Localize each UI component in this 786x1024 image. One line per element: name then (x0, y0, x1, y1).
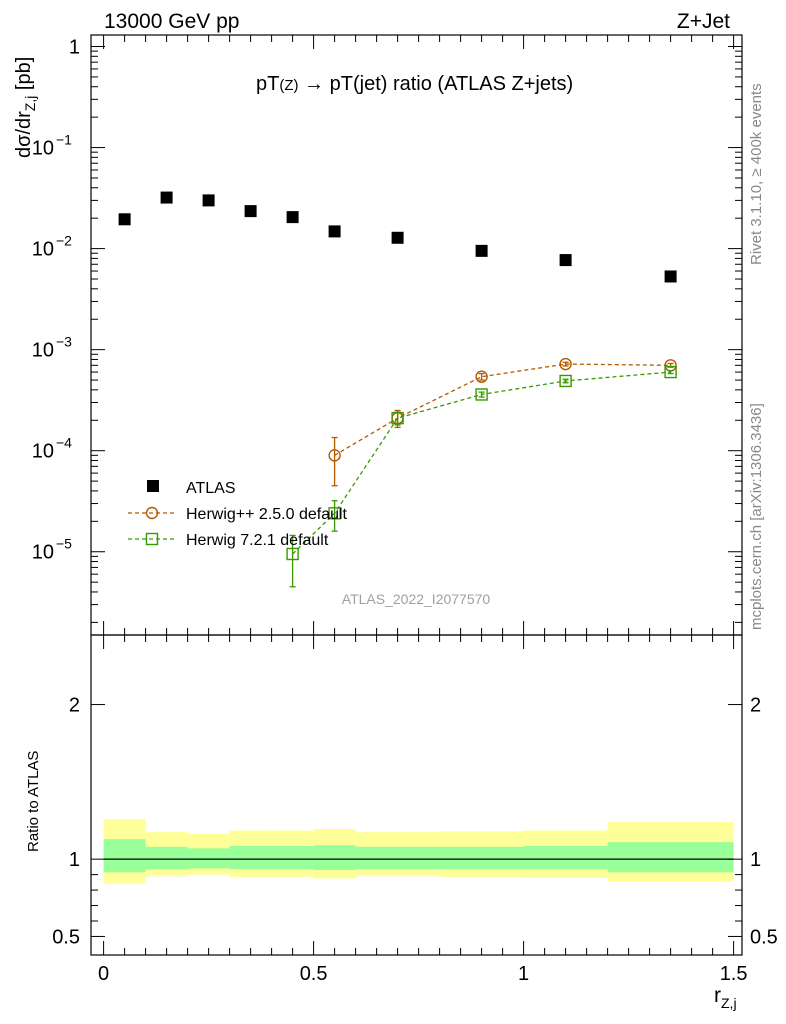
ratio-y-tick-label: 2 (69, 695, 80, 717)
plot-title: pT(Z) → pT(jet) ratio (ATLAS Z+jets) (256, 73, 573, 95)
x-tick-label: 1.5 (720, 963, 748, 985)
herwigpp-point (475, 370, 488, 383)
ratio-stat-band-2 (187, 848, 230, 869)
legend-atlas-marker (147, 480, 159, 492)
ratio-axis-ticks: 0.5 0.5 1 1 2 2 (52, 695, 778, 949)
main-axis-ticks: 110−110−210−310−410−5 (32, 37, 742, 623)
atlas-point (559, 254, 572, 267)
legend-atlas-label: ATLAS (186, 480, 236, 497)
atlas-point (328, 225, 341, 238)
main-y-tick-exponent: −5 (56, 536, 72, 552)
atlas-point (244, 205, 257, 218)
legend-herwigpp-label: Herwig++ 2.5.0 default (186, 506, 348, 523)
atlas-point (286, 211, 299, 224)
analysis-watermark: ATLAS_2022_I2077570 (342, 591, 491, 607)
x-tick-label: 1 (518, 963, 529, 985)
main-y-tick-label: 10 (32, 138, 54, 160)
ratio-stat-band-9 (607, 842, 734, 873)
ratio-y-axis-label: Ratio to ATLAS (25, 751, 42, 852)
ratio-stat-band-6 (355, 846, 440, 870)
atlas-point (475, 244, 488, 257)
x-axis-label: rZ,j (714, 984, 737, 1011)
series-layer (118, 191, 677, 588)
herwigpp-point (328, 449, 341, 462)
herwig7-point (664, 365, 677, 379)
ratio-stat-band-1 (145, 846, 188, 870)
atlas-point (391, 231, 404, 244)
rivet-version-text: Rivet 3.1.10, ≥ 400k events (748, 83, 765, 265)
main-y-tick-label: 10 (32, 340, 54, 362)
main-y-tick-label: 10 (32, 239, 54, 261)
ratio-stat-band-7 (439, 846, 524, 870)
legend-herwigpp-marker (145, 506, 159, 520)
herwig7-point (328, 507, 341, 520)
main-y-tick-exponent: −2 (56, 233, 72, 249)
ratio-plot-frame (90, 634, 743, 956)
main-y-tick-label: 10 (32, 441, 54, 463)
series-line-1 (334, 363, 671, 456)
atlas-point (202, 194, 215, 207)
ratio-stat-band-0 (103, 839, 146, 873)
x-tick-label: 0 (98, 963, 109, 985)
atlas-point (664, 270, 677, 283)
ratio-stat-band-8 (523, 846, 608, 870)
x-tick-label: 0.5 (300, 963, 328, 985)
ratio-stat-band-5 (313, 845, 356, 870)
ratio-y-tick-label-right: 2 (750, 695, 761, 717)
mcplots-citation-text: mcplots.cern.ch [arXiv:1306.3436] (748, 403, 765, 630)
herwigpp-point (559, 357, 572, 371)
main-y-tick-label: 10 (32, 542, 54, 564)
ratio-stat-band-3 (229, 846, 272, 870)
ratio-y-tick-label-right: 0.5 (750, 926, 778, 948)
ratio-y-tick-label-right: 1 (750, 849, 761, 871)
header-left: 13000 GeV pp (104, 10, 239, 33)
x-axis-ticks: 0 0.5 1 1.5 (98, 35, 748, 985)
header-right: Z+Jet (677, 10, 730, 33)
atlas-point (118, 213, 131, 226)
legend-herwig7-marker (145, 532, 159, 546)
main-y-tick-exponent: −1 (56, 132, 72, 148)
legend: ATLAS Herwig++ 2.5.0 default Herwig 7.2.… (128, 480, 348, 549)
legend-herwig7-label: Herwig 7.2.1 default (186, 532, 329, 549)
main-y-tick-label: 1 (69, 37, 80, 59)
atlas-point (160, 191, 173, 204)
herwig7-point (475, 388, 488, 401)
main-y-tick-exponent: −3 (56, 334, 72, 350)
ratio-stat-band-4 (271, 846, 314, 870)
ratio-y-tick-label: 1 (69, 849, 80, 871)
herwig7-point (391, 411, 404, 425)
main-y-axis-label: dσ/drZ,j [pb] (13, 57, 38, 158)
main-y-tick-exponent: −4 (56, 435, 72, 451)
herwig7-point (559, 374, 572, 388)
ratio-bands (103, 818, 734, 884)
herwig7-point (286, 547, 299, 561)
ratio-y-tick-label: 0.5 (52, 926, 80, 948)
